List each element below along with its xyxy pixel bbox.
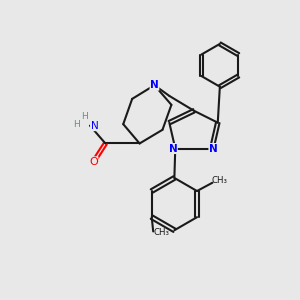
Text: N: N bbox=[91, 121, 98, 130]
Text: N: N bbox=[169, 143, 177, 154]
Text: O: O bbox=[89, 157, 98, 167]
Text: H: H bbox=[81, 112, 88, 121]
Text: N: N bbox=[209, 143, 218, 154]
Text: CH₃: CH₃ bbox=[212, 176, 228, 185]
Text: CH₃: CH₃ bbox=[154, 228, 169, 237]
Text: H: H bbox=[73, 120, 80, 129]
Text: N: N bbox=[150, 80, 159, 90]
